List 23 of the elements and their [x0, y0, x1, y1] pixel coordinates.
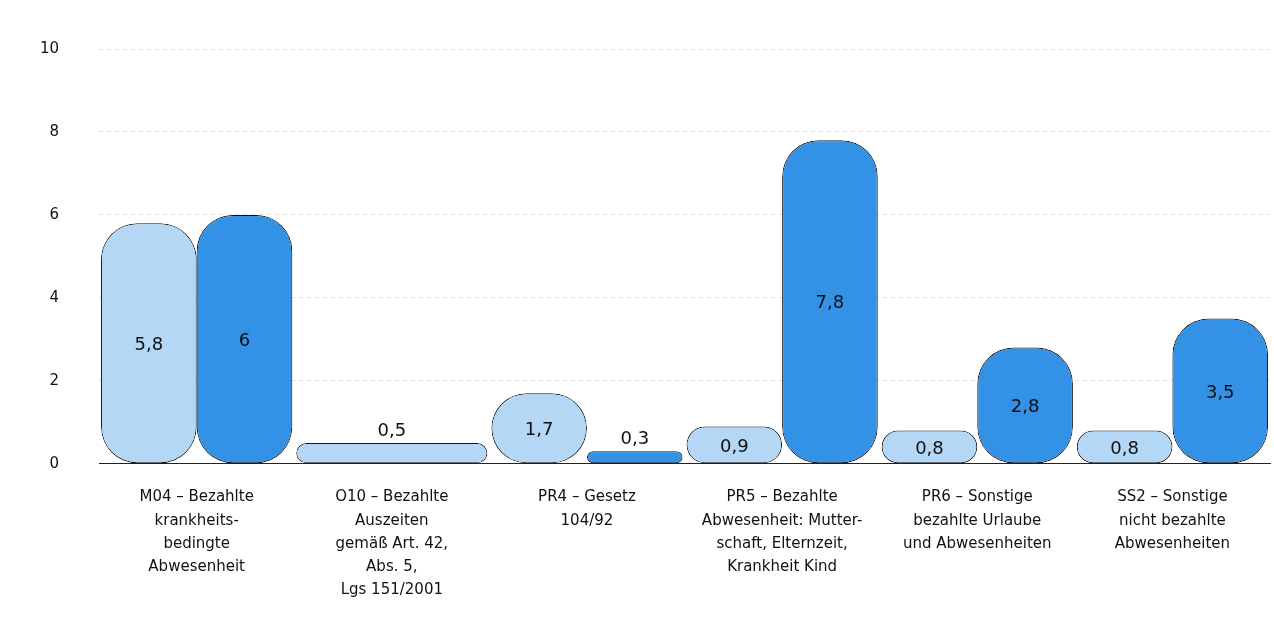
y-tick-label: 10 — [39, 38, 60, 57]
data-label: 0,8 — [1110, 436, 1139, 458]
data-label: 2,8 — [1010, 395, 1040, 417]
y-tick-label: 8 — [49, 121, 60, 140]
data-label: 5,8 — [134, 332, 164, 354]
x-tick-label: PR5 – Bezahlte Abwesenheit: Mutter- schaft, Elternzeit, Krankheit Kind — [701, 487, 863, 576]
data-label: 3,5 — [1205, 380, 1235, 402]
data-label: 0,3 — [620, 426, 650, 448]
data-label: 0,5 — [377, 418, 407, 440]
data-label: 6 — [238, 328, 251, 350]
x-tick-label: PR4 – Gesetz 104/92 — [538, 487, 636, 529]
x-tick-label: PR6 – Sonstige bezahlte Urlaube und Abwesenheiten — [902, 487, 1052, 552]
y-tick-label: 4 — [49, 287, 60, 306]
x-tick-label: O10 – Bezahlte Auszeiten gemäß Art. 42, Abs. 5, Lgs 151/2001 — [335, 487, 449, 599]
data-label: 0,8 — [915, 436, 944, 458]
y-tick-label: 2 — [49, 370, 60, 389]
x-tick-label: SS2 – Sonstige nicht bezahlte Abwesenheiten — [1114, 487, 1231, 552]
data-label: 1,7 — [524, 417, 554, 439]
y-tick-label: 6 — [49, 204, 60, 223]
y-tick-label: 0 — [49, 453, 60, 472]
data-label: 7,8 — [815, 291, 845, 313]
x-tick-label: M04 – Bezahlte krankheits- bedingte Abwesenheit — [139, 487, 254, 576]
data-label: 0,9 — [719, 434, 749, 456]
